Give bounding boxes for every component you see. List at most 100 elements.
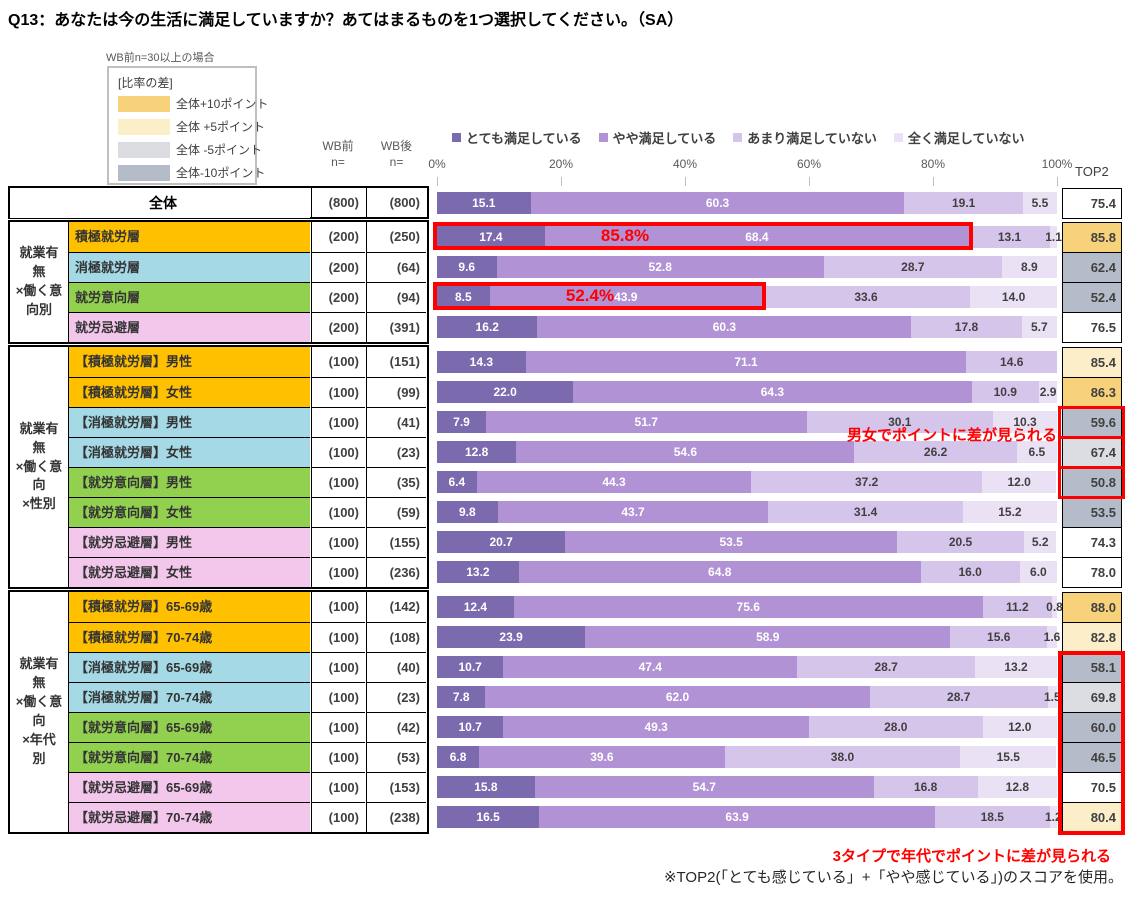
wb-after-n: (42): [366, 712, 426, 742]
top2-cell: 52.4: [1062, 282, 1122, 313]
bar-value-label: 15.8: [474, 780, 498, 794]
bar-value-label: 62.0: [665, 690, 690, 704]
row-label: 【消極就労層】男性: [69, 407, 310, 437]
wb-after-n: (35): [366, 467, 426, 497]
bar-value-label: 0.8: [1046, 600, 1063, 614]
bar-value-label: 16.5: [476, 810, 500, 824]
bar-segment: 13.1: [968, 226, 1051, 248]
wb-after-n: (391): [366, 312, 426, 342]
bar-value-label: 17.8: [954, 320, 979, 334]
row-label: 積極就労層: [69, 222, 310, 252]
axis-tick-mark: [437, 177, 438, 186]
top2-cell: 86.3: [1062, 377, 1122, 408]
bar-segment: 13.2: [975, 656, 1057, 678]
wb-before-n: (100): [311, 347, 365, 377]
wb-after-n: (250): [366, 222, 426, 252]
stacked-bar: 22.0 64.3 10.9 2.9: [437, 381, 1058, 403]
legend-item: とても満足している: [452, 128, 582, 147]
bar-segment: 9.8: [437, 501, 498, 523]
group-header-cell: 就業有 無 ×働く意 向別: [10, 222, 69, 342]
bar-value-label: 16.0: [958, 565, 982, 579]
bar-segment: 38.0: [724, 746, 961, 768]
age-gap-note: 3タイプで年代でポイントに差が見られる: [832, 848, 1111, 865]
wb-before-n: (100): [311, 592, 365, 622]
stacked-bar: 14.3 71.1 14.6: [437, 351, 1057, 373]
bar-segment: 37.2: [751, 471, 982, 493]
bar-value-label: 1.2: [1044, 810, 1062, 824]
bar-value-label: 20.7: [489, 535, 513, 549]
bar-segment: 15.5: [960, 746, 1057, 768]
wb-before-n: (800): [311, 188, 365, 218]
top2-cell: 76.5: [1062, 312, 1122, 343]
stacked-bar: 23.9 58.9 15.6 1.6: [437, 626, 1060, 648]
bar-value-label: 15.6: [987, 630, 1011, 644]
diff-legend-item: 全体+10ポイント: [118, 95, 268, 112]
bar-value-label: 28.7: [901, 260, 925, 274]
wb-after-n: (59): [366, 497, 426, 527]
bar-value-label: 10.7: [458, 720, 482, 734]
bar-value-label: 31.4: [853, 505, 878, 519]
stacked-bar: 7.9 51.7 30.1 10.3: [437, 411, 1057, 433]
row-label: 【就労忌避層】70-74歳: [69, 802, 310, 832]
row-label: 【積極就労層】女性: [69, 377, 310, 407]
bar-segment: 7.8: [437, 686, 486, 708]
bar-segment: 62.0: [485, 686, 870, 708]
bar-value-label: 6.5: [1028, 445, 1046, 459]
row-label: 【積極就労層】65-69歳: [69, 592, 310, 622]
wb-after-n: (94): [366, 282, 426, 312]
bar-value-label: 58.9: [756, 630, 780, 644]
bar-value-label: 5.2: [1031, 535, 1049, 549]
stacked-bar: 20.7 53.5 20.5 5.2: [437, 531, 1057, 553]
bar-segment: 8.5: [437, 286, 490, 308]
bar-value-label: 63.9: [725, 810, 749, 824]
bar-value-label: 38.0: [830, 750, 855, 764]
bar-value-label: 13.1: [997, 230, 1022, 244]
bar-segment: 28.7: [823, 256, 1002, 278]
row-label: 全体: [10, 188, 310, 218]
bar-value-label: 54.7: [692, 780, 716, 794]
bar-segment: 64.8: [518, 561, 921, 583]
bar-segment: 54.7: [534, 776, 874, 798]
bar-segment: 68.4: [544, 226, 969, 248]
bar-segment: 6.4: [437, 471, 477, 493]
bar-segment: 6.8: [437, 746, 480, 768]
bar-segment: 15.6: [950, 626, 1048, 648]
group-header-cell: 就業有 無 ×働く意 向 ×性別: [10, 347, 69, 587]
gender-gap-note: 男女でポイントに差が見られる: [846, 427, 1057, 444]
bar-segment: 22.0: [437, 381, 574, 403]
bar-segment: 17.4: [437, 226, 545, 248]
diff-legend-heading: [比率の差]: [118, 76, 173, 90]
bar-value-label: 15.5: [996, 750, 1020, 764]
bar-value-label: 8.9: [1021, 260, 1038, 274]
diff-legend-label: 全体-10ポイント: [176, 166, 266, 180]
bar-value-label: 28.7: [874, 660, 898, 674]
bar-segment: 64.3: [573, 381, 972, 403]
wb-before-n: (100): [311, 527, 365, 557]
bar-value-label: 14.3: [469, 355, 493, 369]
wb-after-n: (800): [366, 188, 426, 218]
diff-legend-item: 全体 -5ポイント: [118, 141, 262, 158]
stacked-bar: 12.4 75.6 11.2 0.8: [437, 596, 1063, 618]
bar-segment: 28.0: [808, 716, 983, 738]
bar-segment: 1.5: [1044, 686, 1061, 708]
bar-value-label: 30.1: [888, 415, 912, 429]
wb-before-n: (100): [311, 802, 365, 832]
top2-cell: 59.6: [1062, 407, 1122, 438]
row-label: 【就労意向層】男性: [69, 467, 310, 497]
row-label: 【積極就労層】男性: [69, 347, 310, 377]
bar-value-label: 5.5: [1031, 196, 1049, 210]
legend-label: やや満足している: [612, 131, 717, 146]
bar-value-label: 15.2: [998, 505, 1022, 519]
bar-segment: 71.1: [525, 351, 967, 373]
stacked-bar: 6.8 39.6 38.0 15.5: [437, 746, 1057, 768]
row-label: 【消極就労層】65-69歳: [69, 652, 310, 682]
bar-segment: 20.5: [897, 531, 1025, 553]
bar-segment: 17.8: [911, 316, 1022, 338]
bar-segment: 23.9: [437, 626, 586, 648]
bar-value-label: 10.3: [1013, 415, 1037, 429]
bar-value-label: 1.6: [1043, 630, 1061, 644]
bar-segment: 33.6: [761, 286, 971, 308]
bar-segment: 18.5: [935, 806, 1050, 828]
bar-value-label: 13.2: [1004, 660, 1028, 674]
bar-segment: 10.7: [437, 656, 504, 678]
